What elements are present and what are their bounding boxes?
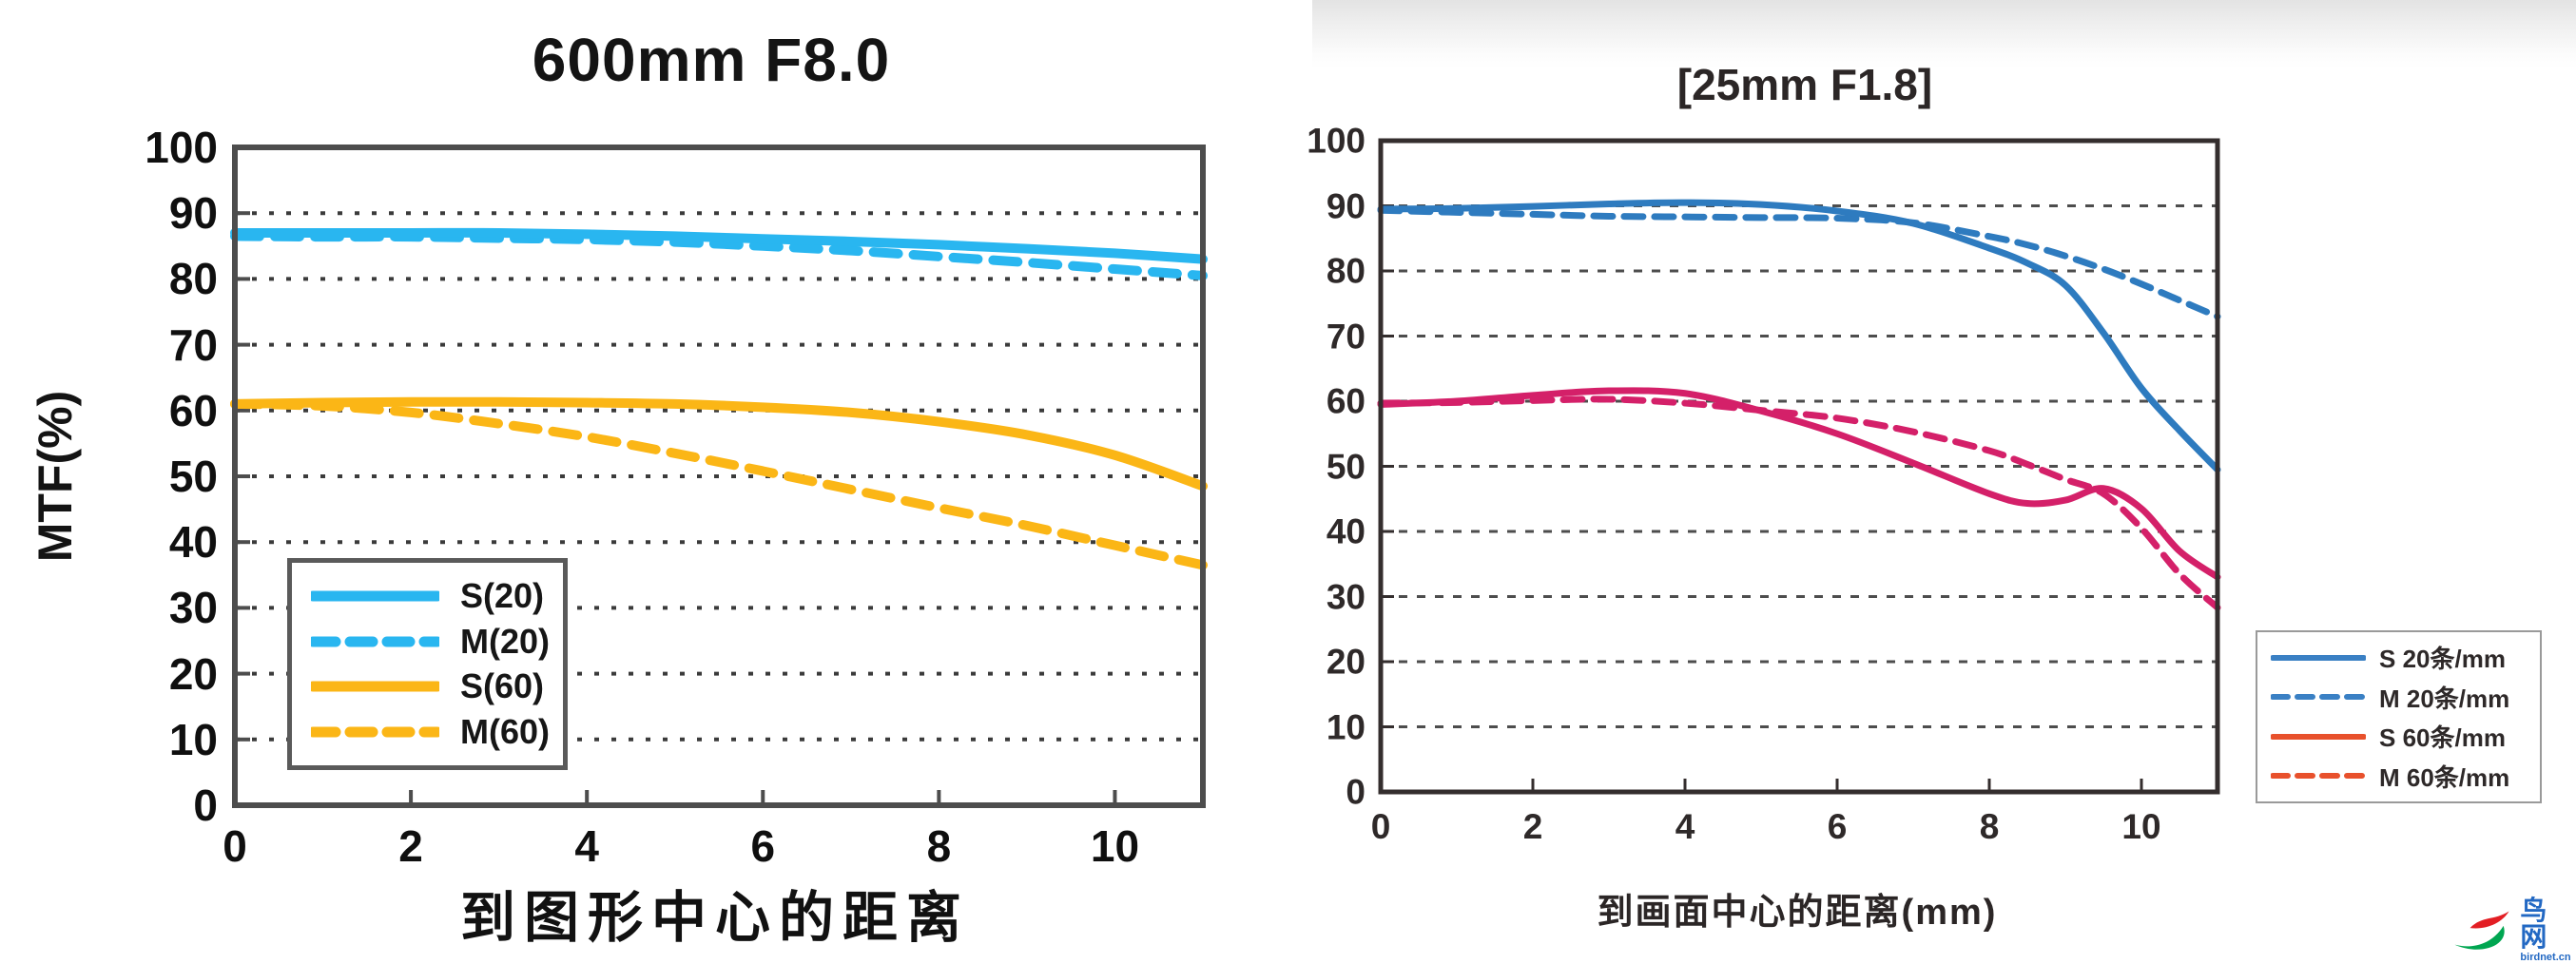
legend-row-M(20): M(20) (311, 622, 563, 662)
y-tick-label-20: 20 (1326, 642, 1365, 682)
y-tick-label-90: 90 (168, 188, 218, 239)
y-tick-label-100: 100 (145, 123, 218, 172)
right-panel-background (1312, 0, 2576, 964)
legend-row-M 20条/mm: M 20条/mm (2271, 680, 2540, 715)
birdnet-logo-text: 鸟网 birdnet.cn (2520, 897, 2576, 963)
x-tick-label-8: 8 (926, 821, 952, 871)
y-tick-label-60: 60 (1326, 381, 1365, 421)
legend-swatch-dashed (2271, 694, 2366, 701)
y-tick-label-20: 20 (168, 648, 218, 699)
legend-row-S(60): S(60) (311, 666, 563, 706)
legend-row-M 60条/mm: M 60条/mm (2271, 759, 2540, 794)
y-tick-label-70: 70 (1326, 317, 1365, 356)
legend-row-M(60): M(60) (311, 712, 563, 752)
x-tick-label-10: 10 (2121, 807, 2161, 846)
birdnet-logo: 鸟网 birdnet.cn (2453, 897, 2576, 963)
y-tick-label-10: 10 (1326, 707, 1365, 746)
y-tick-label-40: 40 (168, 517, 218, 568)
x-tick-label-4: 4 (1675, 807, 1695, 846)
curve-M 20条/mm (1377, 206, 2221, 320)
legend-label: M 60条/mm (2379, 762, 2510, 792)
legend-swatch-dashed (311, 636, 439, 647)
plot-frame (1378, 138, 2220, 795)
x-tick-label-8: 8 (1979, 807, 2000, 846)
legend-swatch-dashed (2271, 773, 2366, 780)
y-tick-label-50: 50 (168, 452, 218, 501)
y-tick-label-70: 70 (168, 319, 218, 370)
y-tick-label-90: 90 (1326, 186, 1365, 225)
legend-row-S 20条/mm: S 20条/mm (2271, 640, 2540, 675)
legend-swatch-solid (2271, 733, 2366, 740)
y-tick-label-100: 100 (1307, 121, 1365, 161)
legend-row-S 60条/mm: S 60条/mm (2271, 719, 2540, 754)
legend-label: M(20) (460, 621, 551, 661)
x-tick-label-6: 6 (1827, 807, 1848, 846)
legend-label: S 20条/mm (2379, 645, 2506, 674)
plot-area-left (230, 145, 1208, 808)
chart-title-right: [25mm F1.8] (1676, 60, 1933, 109)
legend-label: M 20条/mm (2379, 684, 2510, 713)
y-tick-label-30: 30 (1326, 577, 1365, 616)
y-tick-label-60: 60 (168, 385, 218, 435)
y-tick-label-0: 0 (193, 781, 218, 830)
legend-swatch-solid (311, 681, 439, 692)
y-tick-label-40: 40 (1326, 511, 1365, 551)
legend-swatch-dashed (311, 726, 439, 738)
legend-swatch-solid (2271, 654, 2366, 661)
x-tick-label-2: 2 (398, 821, 423, 871)
birdnet-swoosh-icon (2454, 911, 2509, 950)
x-axis-title-right: 到画面中心的距离(mm) (1597, 893, 1998, 933)
y-tick-label-10: 10 (168, 714, 218, 764)
y-tick-label-80: 80 (1326, 251, 1365, 291)
x-tick-label-10: 10 (1090, 821, 1140, 871)
legend-label: S(20) (460, 575, 545, 615)
curve-S 20条/mm (1377, 199, 2221, 473)
legend-right: S 20条/mm M 20条/mm S 60条/mm M 60条/mm (2256, 630, 2542, 803)
legend-left: S(20) M(20) S(60) M(60) (287, 558, 568, 770)
y-tick-label-0: 0 (1346, 772, 1365, 812)
birdnet-logo-domain: birdnet.cn (2520, 952, 2571, 963)
legend-label: M(60) (460, 712, 551, 752)
birdnet-logo-title: 鸟网 (2520, 896, 2549, 952)
legend-label: S 60条/mm (2379, 723, 2506, 753)
y-tick-label-30: 30 (168, 583, 218, 633)
x-tick-label-2: 2 (1522, 807, 1543, 846)
x-axis-title-left: 到图形中心的距离 (459, 887, 971, 949)
y-tick-label-50: 50 (1326, 447, 1365, 486)
x-tick-label-6: 6 (750, 821, 776, 871)
legend-row-S(20): S(20) (311, 576, 563, 616)
x-tick-label-4: 4 (574, 821, 599, 871)
chart-title-left: 600mm F8.0 (532, 26, 891, 94)
curve-S(20) (230, 227, 1208, 264)
curve-S(60) (230, 396, 1208, 492)
legend-label: S(60) (460, 666, 545, 706)
curve-S 60条/mm (1377, 387, 2221, 581)
x-tick-label-0: 0 (223, 821, 247, 871)
curve-M(60) (230, 398, 1208, 570)
y-axis-title-left: MTF(%) (29, 390, 82, 563)
legend-swatch-solid (311, 590, 439, 602)
plot-area-right (1377, 138, 2221, 795)
plot-frame (232, 145, 1206, 808)
curve-M 60条/mm (1377, 395, 2221, 611)
x-tick-label-0: 0 (1370, 807, 1391, 846)
y-tick-label-80: 80 (168, 254, 218, 304)
